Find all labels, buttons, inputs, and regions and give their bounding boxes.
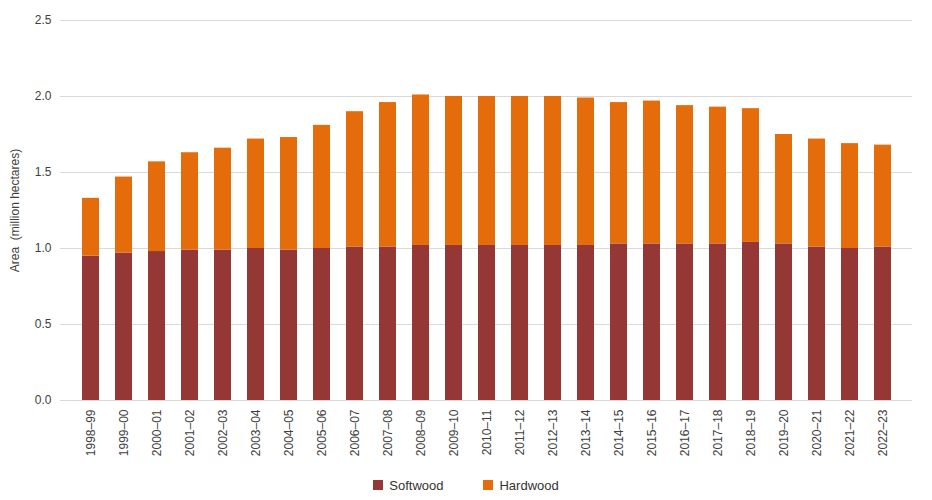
- svg-text:2017–18: 2017–18: [711, 409, 725, 456]
- svg-text:2022–23: 2022–23: [876, 409, 890, 456]
- svg-text:2005–06: 2005–06: [315, 409, 329, 456]
- svg-text:2010–11: 2010–11: [480, 409, 494, 455]
- svg-text:1998–99: 1998–99: [84, 409, 98, 456]
- svg-text:1999–00: 1999–00: [117, 409, 131, 456]
- svg-text:2.0: 2.0: [35, 89, 52, 103]
- svg-text:1.5: 1.5: [35, 165, 52, 179]
- svg-text:2019–20: 2019–20: [777, 409, 791, 456]
- svg-text:2013–14: 2013–14: [579, 409, 593, 456]
- svg-text:2004–05: 2004–05: [282, 409, 296, 456]
- svg-text:2.5: 2.5: [35, 13, 52, 27]
- svg-text:2007–08: 2007–08: [381, 409, 395, 456]
- svg-text:2008–09: 2008–09: [414, 409, 428, 456]
- svg-text:2003–04: 2003–04: [249, 409, 263, 456]
- svg-text:2011–12: 2011–12: [513, 409, 527, 455]
- svg-text:2020–21: 2020–21: [810, 409, 824, 456]
- svg-text:2000–01: 2000–01: [150, 409, 164, 456]
- svg-text:2021–22: 2021–22: [843, 409, 857, 456]
- svg-text:2006–07: 2006–07: [348, 409, 362, 456]
- svg-text:0.0: 0.0: [35, 393, 52, 407]
- svg-text:2001–02: 2001–02: [183, 409, 197, 456]
- svg-text:2015–16: 2015–16: [645, 409, 659, 456]
- svg-text:2016–17: 2016–17: [678, 409, 692, 456]
- svg-text:2009–10: 2009–10: [447, 409, 461, 456]
- svg-text:2018–19: 2018–19: [744, 409, 758, 456]
- svg-text:2012–13: 2012–13: [546, 409, 560, 456]
- html-text:Softwood: Softwood: [389, 477, 444, 493]
- svg-text:1.0: 1.0: [35, 241, 52, 255]
- svg-text:Area (million hectares): Area (million hectares): [8, 149, 22, 272]
- svg-text:2002–03: 2002–03: [216, 409, 230, 456]
- svg-text:0.5: 0.5: [35, 317, 52, 331]
- svg-text:2014–15: 2014–15: [612, 409, 626, 456]
- html-text:Hardwood: Hardwood: [499, 477, 559, 493]
